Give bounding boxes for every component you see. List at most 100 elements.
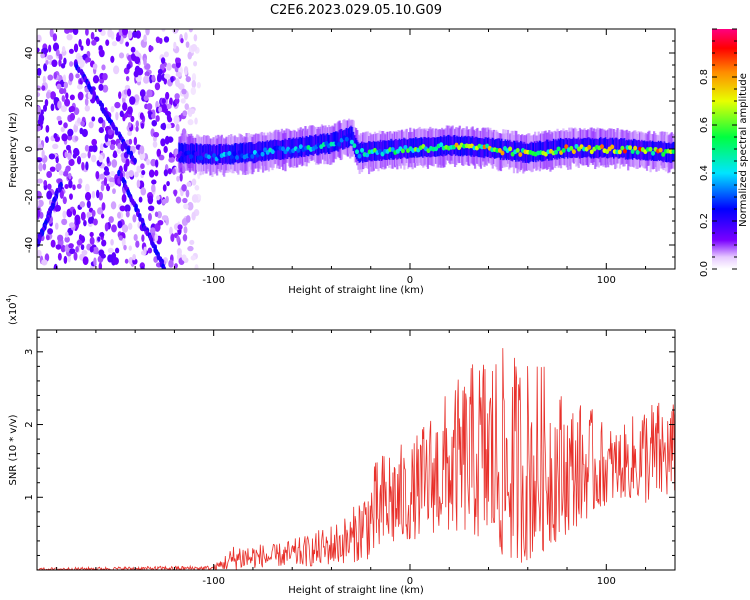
- noise-blob: [107, 29, 113, 38]
- noise-blob: [175, 196, 182, 204]
- noise-blob: [45, 125, 50, 133]
- colorbar-label: Normalized spectral amplitude: [738, 73, 749, 227]
- trace-band: [363, 142, 366, 162]
- trace-band: [302, 136, 305, 156]
- noise-blob: [52, 42, 60, 52]
- noise-blob: [189, 108, 196, 115]
- trace-band: [561, 138, 564, 159]
- noise-blob: [187, 245, 194, 252]
- noise-blob: [59, 189, 64, 199]
- noise-blob: [68, 222, 75, 228]
- trace-band: [312, 136, 315, 156]
- trace-band: [501, 138, 504, 158]
- noise-blob: [37, 67, 42, 76]
- noise-blob: [191, 211, 196, 221]
- trace-band: [544, 141, 547, 161]
- trace-core: [206, 154, 211, 160]
- noise-blob: [53, 97, 58, 106]
- noise-blob: [157, 68, 163, 75]
- trace-core: [500, 150, 505, 156]
- colorbar-tick-label: 0.0: [699, 261, 710, 277]
- noise-blob: [75, 218, 79, 226]
- noise-blob: [105, 39, 110, 46]
- noise-blob: [91, 39, 97, 46]
- noise-blob: [193, 34, 198, 42]
- noise-blob: [91, 138, 98, 146]
- noise-blob: [112, 150, 118, 159]
- noise-blob: [188, 29, 193, 33]
- noise-blob: [185, 189, 190, 198]
- noise-blob: [45, 59, 49, 66]
- noise-blob: [86, 200, 91, 209]
- noise-blob: [181, 88, 187, 95]
- snr-y-multiplier-exp: 4: [5, 297, 13, 302]
- noise-blob: [98, 83, 104, 91]
- noise-blob: [148, 169, 155, 178]
- noise-blob: [127, 106, 133, 115]
- noise-blob: [181, 184, 187, 192]
- noise-blob: [92, 75, 100, 84]
- noise-blob: [97, 236, 101, 242]
- trace-band: [651, 140, 655, 160]
- noise-blob: [84, 144, 90, 152]
- noise-blob: [92, 63, 98, 70]
- trace-band: [603, 138, 606, 158]
- noise-blob: [37, 125, 42, 132]
- noise-blob: [140, 266, 145, 269]
- noise-blob: [150, 158, 157, 167]
- colorbar-tick-label: 0.4: [699, 165, 710, 181]
- noise-blob: [112, 188, 116, 195]
- noise-blob: [85, 161, 89, 171]
- noise-blob: [76, 183, 82, 189]
- trace-core: [390, 147, 395, 152]
- colorbar-gradient: [712, 29, 737, 269]
- noise-blob: [46, 171, 53, 178]
- noise-blob: [185, 215, 191, 223]
- noise-blob: [76, 84, 83, 90]
- noise-blob: [44, 253, 50, 262]
- trace-band: [219, 143, 222, 164]
- noise-blob: [49, 166, 56, 172]
- trace-band: [365, 142, 368, 162]
- noise-blob: [69, 61, 74, 67]
- noise-blob: [154, 159, 159, 168]
- noise-blob: [65, 92, 69, 100]
- trace-core: [365, 152, 370, 158]
- noise-blob: [102, 84, 109, 93]
- trace-band: [257, 141, 260, 161]
- trace-band: [511, 142, 514, 162]
- noise-blob: [186, 181, 192, 187]
- trace-band: [431, 137, 434, 157]
- noise-blob: [62, 210, 67, 219]
- trace-band: [241, 143, 245, 163]
- noise-blob: [163, 73, 171, 80]
- noise-blob: [41, 47, 49, 54]
- trace-core: [561, 148, 566, 153]
- noise-blob: [184, 70, 188, 76]
- noise-blob: [140, 187, 147, 196]
- noise-blob: [61, 218, 68, 226]
- noise-blob: [81, 161, 85, 171]
- noise-blob: [88, 121, 94, 129]
- noise-blob: [68, 248, 76, 255]
- noise-blob: [161, 215, 169, 221]
- trace-band: [518, 142, 521, 162]
- trace-core: [357, 153, 362, 159]
- noise-blob: [158, 106, 163, 113]
- x-tick-label: 0: [407, 576, 413, 587]
- noise-blob: [126, 63, 131, 70]
- trace-band: [614, 138, 617, 158]
- noise-blob: [55, 49, 60, 57]
- streak-blob: [126, 148, 131, 155]
- noise-blob: [93, 257, 97, 266]
- noise-blob: [119, 205, 126, 212]
- noise-blob: [98, 29, 103, 33]
- noise-blob: [123, 89, 128, 95]
- trace-core: [232, 151, 237, 157]
- noise-blob: [90, 31, 95, 40]
- noise-blob: [58, 53, 63, 61]
- noise-blob: [185, 76, 191, 83]
- noise-blob: [121, 193, 127, 203]
- noise-blob: [143, 95, 149, 101]
- trace-band: [358, 143, 361, 163]
